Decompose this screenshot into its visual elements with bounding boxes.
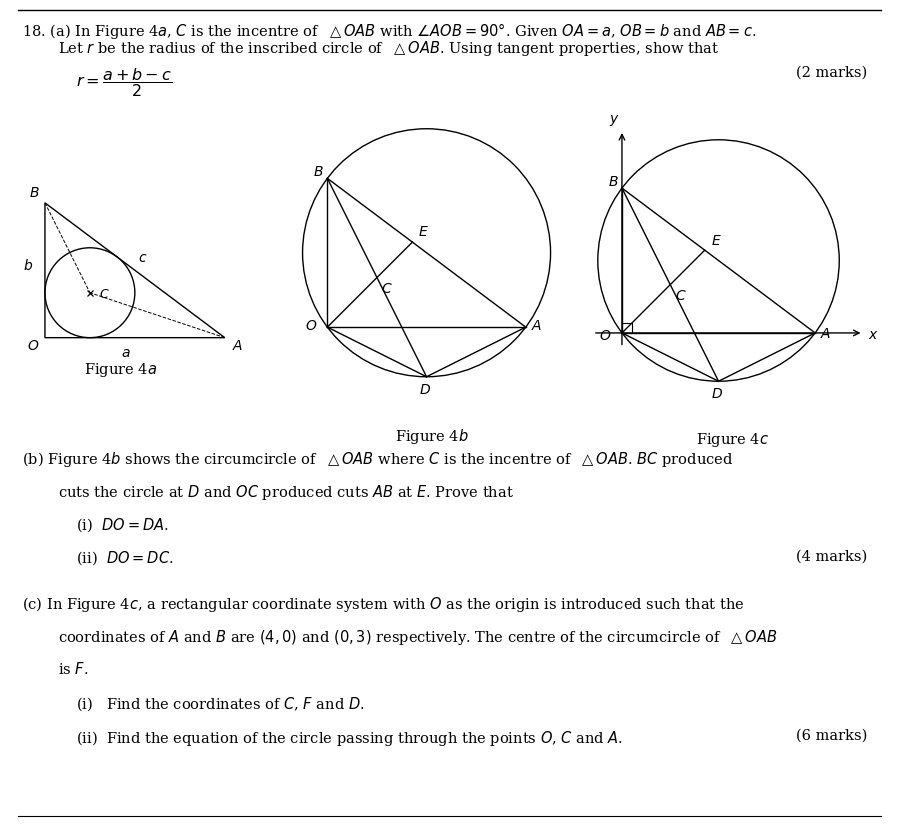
Text: Figure 4$c$: Figure 4$c$ — [697, 431, 770, 449]
Text: Figure 4$b$: Figure 4$b$ — [395, 427, 468, 446]
Text: coordinates of $A$ and $B$ are $(4, 0)$ and $(0, 3)$ respectively. The centre of: coordinates of $A$ and $B$ are $(4, 0)$ … — [58, 628, 778, 647]
Text: $A$: $A$ — [232, 339, 244, 354]
Text: $B$: $B$ — [29, 187, 40, 201]
Text: $a$: $a$ — [121, 346, 130, 360]
Text: $A$: $A$ — [530, 319, 542, 333]
Text: $B$: $B$ — [609, 174, 619, 188]
Text: $E$: $E$ — [418, 225, 429, 240]
Text: (2 marks): (2 marks) — [797, 66, 868, 80]
Text: $D$: $D$ — [419, 383, 432, 397]
Text: (i)   Find the coordinates of $C$, $F$ and $D$.: (i) Find the coordinates of $C$, $F$ and… — [76, 695, 365, 713]
Text: $D$: $D$ — [711, 387, 724, 401]
Text: $B$: $B$ — [314, 165, 325, 179]
Text: 18. (a) In Figure 4$a$, $C$ is the incentre of  $\triangle OAB$ with $\angle AOB: 18. (a) In Figure 4$a$, $C$ is the incen… — [22, 21, 757, 40]
Text: $C$: $C$ — [381, 282, 393, 297]
Text: (ii)  Find the equation of the circle passing through the points $O$, $C$ and $A: (ii) Find the equation of the circle pas… — [76, 729, 624, 748]
Text: (b) Figure 4$b$ shows the circumcircle of  $\triangle OAB$ where $C$ is the ince: (b) Figure 4$b$ shows the circumcircle o… — [22, 450, 734, 469]
Text: (ii)  $DO = DC$.: (ii) $DO = DC$. — [76, 549, 174, 567]
Text: $A$: $A$ — [820, 327, 832, 341]
Text: $E$: $E$ — [710, 235, 721, 249]
Text: $y$: $y$ — [610, 113, 620, 128]
Text: $c$: $c$ — [138, 251, 147, 265]
Text: (4 marks): (4 marks) — [797, 549, 868, 563]
Text: cuts the circle at $D$ and $OC$ produced cuts $AB$ at $E$. Prove that: cuts the circle at $D$ and $OC$ produced… — [58, 483, 514, 502]
Text: Let $r$ be the radius of the inscribed circle of  $\triangle OAB$. Using tangent: Let $r$ be the radius of the inscribed c… — [58, 39, 719, 58]
Text: (6 marks): (6 marks) — [797, 729, 868, 743]
Text: $O$: $O$ — [599, 330, 611, 343]
Text: $C$: $C$ — [99, 288, 110, 301]
Text: $O$: $O$ — [27, 339, 40, 354]
Text: $C$: $C$ — [675, 289, 687, 303]
Text: $b$: $b$ — [23, 259, 33, 273]
Text: (i)  $DO = DA$.: (i) $DO = DA$. — [76, 516, 169, 534]
Text: Figure 4$a$: Figure 4$a$ — [84, 361, 157, 378]
Text: (c) In Figure 4$c$, a rectangular coordinate system with $O$ as the origin is in: (c) In Figure 4$c$, a rectangular coordi… — [22, 595, 745, 614]
Text: is $F$.: is $F$. — [58, 661, 89, 676]
Text: $x$: $x$ — [868, 329, 879, 342]
Text: $O$: $O$ — [305, 319, 317, 333]
Text: $r = \dfrac{a + b - c}{2}$: $r = \dfrac{a + b - c}{2}$ — [76, 66, 173, 99]
